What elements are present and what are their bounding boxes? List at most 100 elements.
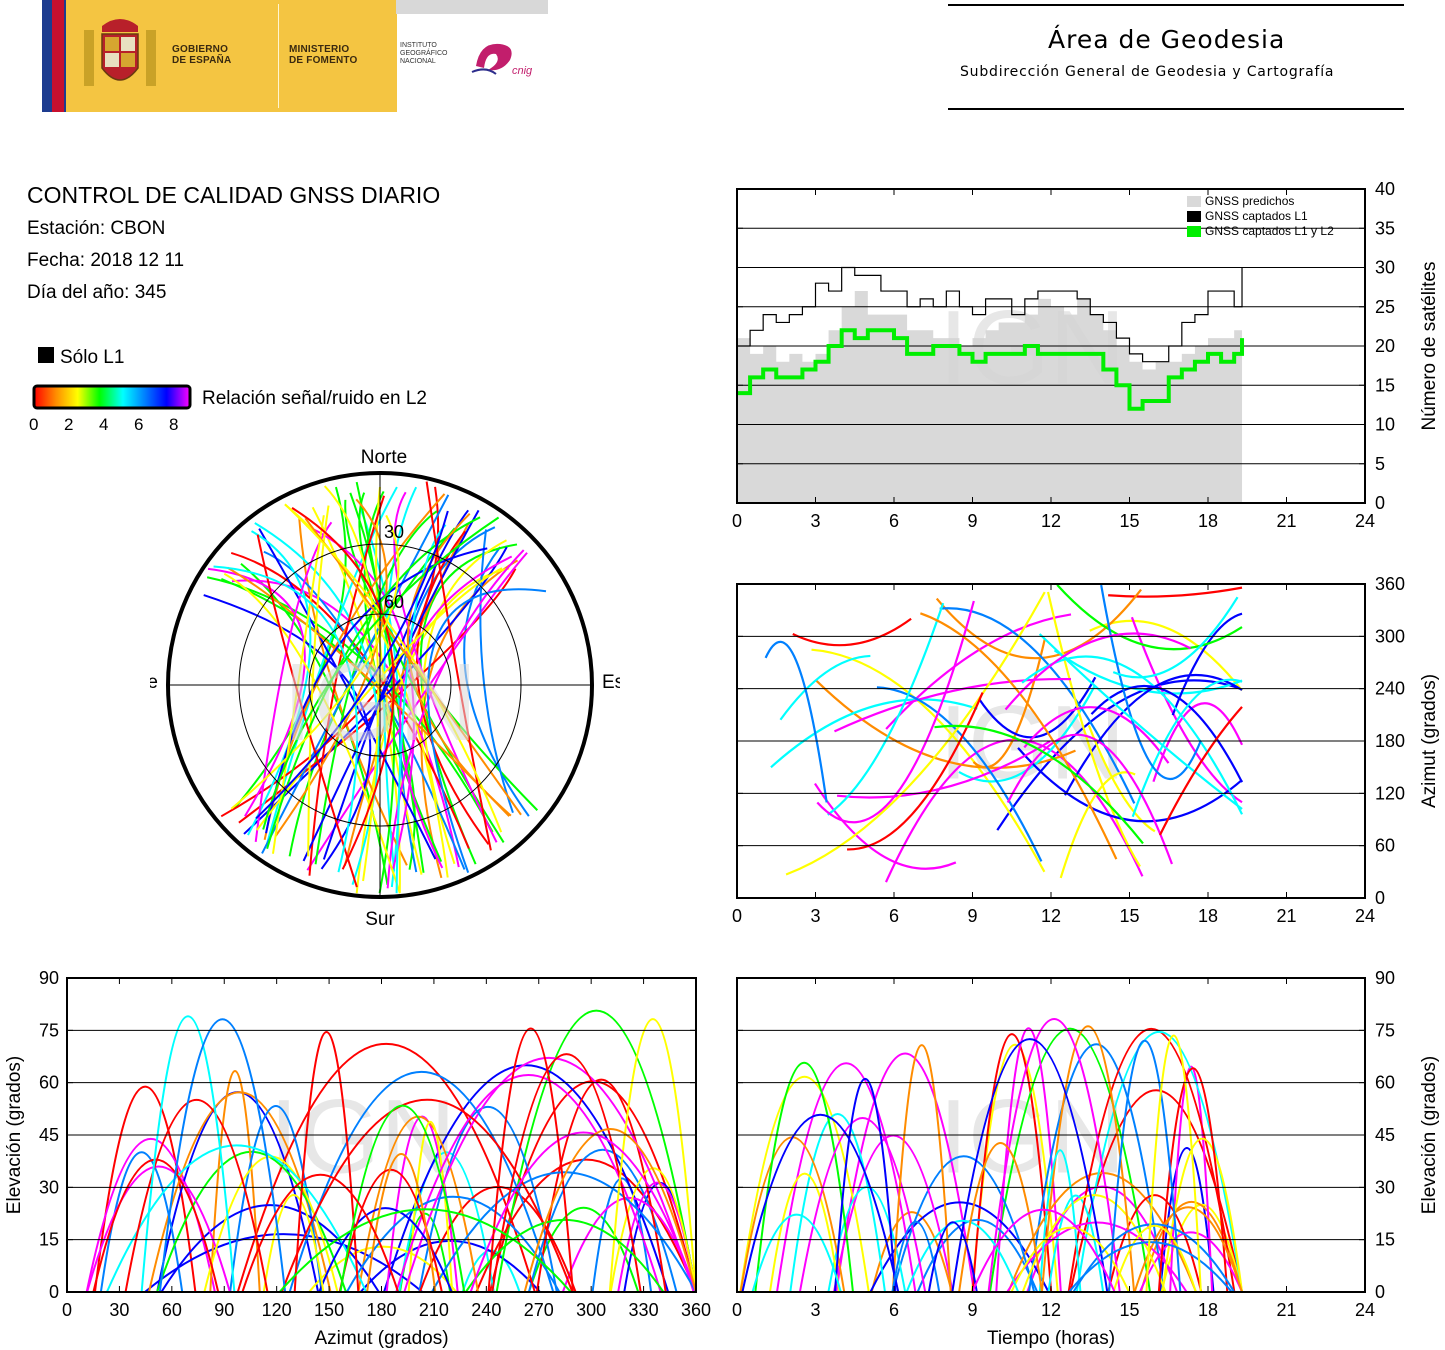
x-tick-label: 180: [366, 1300, 396, 1320]
x-axis-label: Azimut (grados): [314, 1328, 448, 1349]
x-tick-label: 15: [1119, 1300, 1139, 1320]
satellite-track: [1112, 596, 1239, 679]
y-tick-label: 15: [39, 1230, 59, 1250]
doy-label: Día del año: 345: [27, 282, 167, 303]
y-tick-label: 30: [1375, 1177, 1395, 1197]
y-tick-label: 300: [1375, 626, 1405, 646]
y-tick-label: 20: [1375, 336, 1395, 356]
x-tick-label: 6: [889, 906, 899, 926]
watermark-text: IGN: [939, 290, 1126, 407]
skyplot-track: [307, 505, 330, 857]
legend-label: GNSS captados L1 y L2: [1205, 224, 1334, 238]
series-predicted-area: [737, 291, 1243, 503]
x-tick-label: 60: [162, 1300, 182, 1320]
skyplot-label-oeste: Oeste: [150, 672, 158, 693]
y-tick-label: 60: [39, 1073, 59, 1093]
coat-of-arms-icon: [84, 19, 156, 86]
y-tick-label: 90: [1375, 968, 1395, 988]
x-tick-label: 24: [1355, 906, 1375, 926]
satellite-track: [935, 588, 1142, 660]
skyplot-track: [265, 547, 488, 834]
x-tick-label: 120: [262, 1300, 292, 1320]
y-axis-label: Elevación (grados): [4, 1056, 25, 1214]
satellite-track: [870, 1211, 953, 1293]
series-captured-l1-line: [737, 266, 1243, 363]
series-captured-l1l2-line: [737, 328, 1245, 411]
cnig-logo-icon: cnig: [471, 43, 533, 77]
satellite-track: [418, 1105, 558, 1293]
satellite-count-plot: IGN 0 5 10 15 20 25 30 35 40 0 3 6 9 12 15 18 21 24 GNSS pr…: [732, 179, 1440, 531]
satellite-track: [958, 1142, 1043, 1293]
snr-tick-6: 6: [134, 415, 144, 434]
satellite-track: [527, 1148, 678, 1293]
satellite-track: [847, 692, 984, 851]
skyplot-track: [231, 579, 460, 868]
x-tick-label: 15: [1119, 511, 1139, 531]
skyplot-track: [323, 485, 380, 882]
header-rule-bottom: [948, 108, 1404, 110]
snr-label: Relación señal/ruido en L2: [202, 388, 427, 409]
y-tick-label: 0: [49, 1282, 59, 1302]
skyplot-track: [399, 555, 513, 869]
satellite-track: [383, 1064, 670, 1293]
satellite-track: [1158, 706, 1243, 836]
satellite-track: [1161, 1137, 1244, 1293]
satellite-track: [939, 607, 1136, 804]
satellite-track: [1038, 633, 1243, 810]
x-tick-label: 0: [732, 906, 742, 926]
satellite-track: [1108, 1040, 1182, 1293]
satellite-track: [203, 1155, 339, 1293]
l1-only-swatch: [38, 347, 54, 363]
satellite-track: [1152, 702, 1244, 783]
x-tick-label: 0: [732, 1300, 742, 1320]
satellite-track: [1017, 747, 1243, 823]
x-tick-label: 0: [732, 511, 742, 531]
satellite-track: [1112, 1225, 1197, 1293]
y-tick-label: 5: [1375, 454, 1385, 474]
area-subtitle: Subdirección General de Geodesia y Carto…: [960, 64, 1335, 80]
skyplot-track: [479, 529, 514, 813]
y-tick-label: 0: [1375, 888, 1385, 908]
satellite-track: [768, 1173, 841, 1293]
satellite-track: [785, 591, 1046, 876]
satellite-track: [1145, 1034, 1202, 1293]
satellite-track: [1090, 685, 1243, 783]
x-tick-label: 3: [810, 1300, 820, 1320]
satellite-track: [1072, 1223, 1236, 1293]
satellite-track: [1004, 632, 1192, 711]
legend-swatch: [1187, 211, 1201, 222]
skyplot-track: [419, 543, 518, 865]
satellite-track: [1157, 1067, 1229, 1293]
y-tick-label: 45: [1375, 1125, 1395, 1145]
satellite-track: [751, 1213, 842, 1293]
satellite-track: [1047, 1194, 1105, 1293]
x-tick-label: 12: [1041, 906, 1061, 926]
skyplot-track: [256, 534, 358, 888]
skyplot-track: [258, 528, 437, 860]
y-tick-label: 40: [1375, 179, 1395, 199]
x-tick-label: 12: [1041, 1300, 1061, 1320]
satellite-track: [105, 1144, 368, 1293]
satellite-track: [1006, 1221, 1188, 1293]
snr-tick-0: 0: [29, 415, 39, 434]
satellite-track: [523, 1128, 697, 1293]
y-tick-label: 0: [1375, 493, 1385, 513]
x-tick-label: 12: [1041, 511, 1061, 531]
satellite-track: [156, 1150, 347, 1293]
satellite-track: [1040, 1025, 1136, 1293]
skyplot-track: [255, 510, 449, 820]
header-rule-top: [948, 4, 1404, 6]
y-tick-label: 35: [1375, 218, 1395, 238]
satellite-track: [891, 1044, 952, 1293]
satellite-track: [359, 1239, 541, 1293]
satellite-track: [988, 1027, 1151, 1293]
y-tick-label: 0: [1375, 1282, 1385, 1302]
skyplot-track: [422, 539, 507, 865]
flag-stripe-red: [52, 0, 64, 112]
y-tick-label: 180: [1375, 731, 1405, 751]
y-tick-label: 75: [39, 1020, 59, 1040]
satellite-track: [1006, 733, 1173, 865]
satellite-track: [229, 1104, 323, 1293]
